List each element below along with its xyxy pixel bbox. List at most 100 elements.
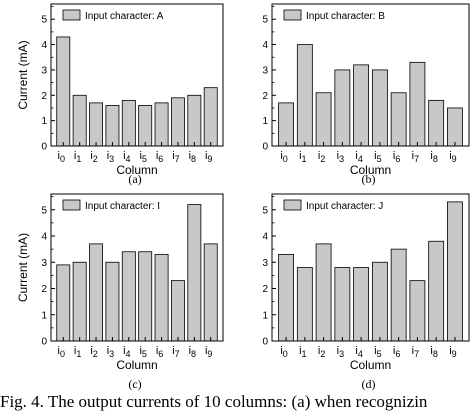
chart-panel-1: 0 1 2 3 4 5 i0 i1 i2 i3 i4 i5 i6 i7 i8 i9 Column Input ch…	[262, 3, 470, 186]
chart-3-bar-8	[428, 240, 445, 342]
chart-0-bar-2	[89, 102, 104, 147]
chart-2-bar-4	[121, 251, 136, 342]
chart-2-xtick-label-8: i8	[189, 345, 196, 359]
chart-1-bar-6	[390, 92, 407, 147]
chart-0-xtick-label-2: i2	[90, 150, 97, 164]
chart-3-ytick-label-2: 2	[262, 284, 268, 295]
chart-0-legend-swatch	[62, 9, 81, 21]
chart-0-bar-0	[56, 36, 71, 147]
chart-2-panel-label: (c)	[128, 377, 141, 391]
chart-panel-2: 0 1 2 3 4 5 i0 i1 i2 i3 i4 i5 i6 i7 i8 i9 Column Current …	[16, 193, 224, 391]
chart-2-bar-9	[203, 243, 218, 342]
chart-0-ytick-label-0: 0	[41, 142, 47, 153]
chart-1-bar-1	[296, 44, 313, 147]
chart-1-bar-8	[428, 99, 445, 147]
chart-0-ytick-label-4: 4	[41, 40, 47, 51]
chart-2-legend-label: Input character: I	[85, 201, 160, 212]
chart-1-xtick-label-9: i9	[449, 150, 456, 164]
chart-3-xaxis-label: Column	[350, 358, 391, 372]
chart-0-xtick-label-7: i7	[172, 150, 179, 164]
chart-3-bar-1	[296, 267, 313, 342]
chart-1-xtick-label-1: i1	[299, 150, 306, 164]
chart-0-ytick-label-2: 2	[41, 91, 47, 102]
chart-1-xtick-label-2: i2	[318, 150, 325, 164]
chart-3-bar-3	[334, 267, 351, 342]
chart-0-bar-3	[105, 105, 120, 147]
chart-0-bar-8	[187, 94, 202, 147]
chart-0-xtick-label-0: i0	[58, 150, 65, 164]
chart-2-yaxis-label: Current (mA)	[16, 233, 30, 302]
chart-panel-0: 0 1 2 3 4 5 i0 i1 i2 i3 i4 i5 i6 i7 i8 i9 Column Current …	[16, 3, 224, 186]
chart-3-bar-9	[447, 201, 463, 342]
chart-2-bar-6	[154, 253, 169, 342]
chart-0-xtick-label-4: i4	[123, 150, 130, 164]
chart-0-panel-label: (a)	[128, 172, 141, 186]
chart-0-bar-6	[154, 102, 169, 147]
chart-0-plot-frame	[50, 3, 224, 147]
chart-3-xtick-label-4: i4	[355, 345, 362, 359]
chart-2-ytick-label-0: 0	[41, 337, 47, 348]
chart-1-ytick-label-2: 2	[262, 91, 268, 102]
chart-2-xtick-label-5: i5	[139, 345, 146, 359]
chart-panel-3: 0 1 2 3 4 5 i0 i1 i2 i3 i4 i5 i6 i7 i8 i9 Column Input ch…	[262, 193, 470, 391]
chart-1-ytick-label-1: 1	[262, 116, 268, 127]
chart-1-ytick-label-3: 3	[262, 65, 268, 76]
chart-0-xtick-label-3: i3	[107, 150, 114, 164]
chart-0-ytick-label-1: 1	[41, 116, 47, 127]
chart-3-xtick-label-8: i8	[430, 345, 437, 359]
chart-0-yaxis-label: Current (mA)	[16, 40, 30, 109]
chart-3-xtick-label-1: i1	[299, 345, 306, 359]
chart-2-ytick-label-3: 3	[41, 258, 47, 269]
chart-1-panel-label: (b)	[362, 172, 376, 186]
chart-3-xtick-label-0: i0	[280, 345, 287, 359]
chart-0-xtick-label-8: i8	[189, 150, 196, 164]
chart-2-legend-swatch	[62, 199, 81, 211]
chart-2-bar-1	[72, 261, 87, 342]
chart-3-bar-2	[315, 243, 332, 342]
chart-2-bar-5	[138, 251, 153, 342]
chart-2-xtick-label-9: i9	[205, 345, 212, 359]
chart-3-ytick-label-4: 4	[262, 232, 268, 243]
chart-1-xtick-label-3: i3	[337, 150, 344, 164]
chart-2-bar-7	[170, 280, 185, 342]
chart-3-bar-4	[353, 267, 370, 342]
chart-3-ytick-label-1: 1	[262, 310, 268, 321]
chart-2-ytick-label-1: 1	[41, 310, 47, 321]
chart-2-xtick-label-1: i1	[74, 345, 81, 359]
chart-2-bar-2	[89, 243, 104, 342]
chart-0-ytick-label-3: 3	[41, 65, 47, 76]
chart-0-xtick-label-1: i1	[74, 150, 81, 164]
chart-0-xtick-label-9: i9	[205, 150, 212, 164]
chart-2-ytick-label-4: 4	[41, 232, 47, 243]
chart-1-bar-9	[447, 107, 463, 147]
chart-1-bar-2	[315, 92, 332, 147]
chart-1-xtick-label-5: i5	[374, 150, 381, 164]
chart-1-xtick-label-4: i4	[355, 150, 362, 164]
chart-2-xtick-label-2: i2	[90, 345, 97, 359]
chart-2-xtick-label-3: i3	[107, 345, 114, 359]
chart-0-bar-9	[203, 87, 218, 147]
chart-2-xtick-label-6: i6	[156, 345, 163, 359]
chart-1-xtick-label-8: i8	[430, 150, 437, 164]
chart-3-plot-frame	[271, 193, 470, 342]
chart-3-xtick-label-5: i5	[374, 345, 381, 359]
chart-1-xtick-label-0: i0	[280, 150, 287, 164]
chart-0-xtick-label-5: i5	[139, 150, 146, 164]
chart-3-ytick-label-0: 0	[262, 337, 268, 348]
chart-2-xaxis-label: Column	[116, 358, 157, 372]
chart-0-ytick-label-5: 5	[41, 15, 47, 26]
chart-2-plot-frame	[50, 193, 224, 342]
chart-3-bar-0	[278, 253, 294, 342]
chart-3-bar-5	[371, 261, 388, 342]
chart-1-legend-swatch	[283, 9, 302, 21]
chart-1-ytick-label-5: 5	[262, 15, 268, 26]
chart-1-bar-3	[334, 69, 351, 147]
chart-3-bar-6	[390, 248, 407, 342]
chart-3-xtick-label-7: i7	[412, 345, 419, 359]
chart-1-bar-0	[278, 102, 294, 147]
chart-1-plot-frame	[271, 3, 470, 147]
chart-0-bar-5	[138, 105, 153, 147]
chart-0-xaxis-label: Column	[116, 163, 157, 177]
chart-2-xtick-label-4: i4	[123, 345, 130, 359]
chart-0-bar-4	[121, 99, 136, 147]
